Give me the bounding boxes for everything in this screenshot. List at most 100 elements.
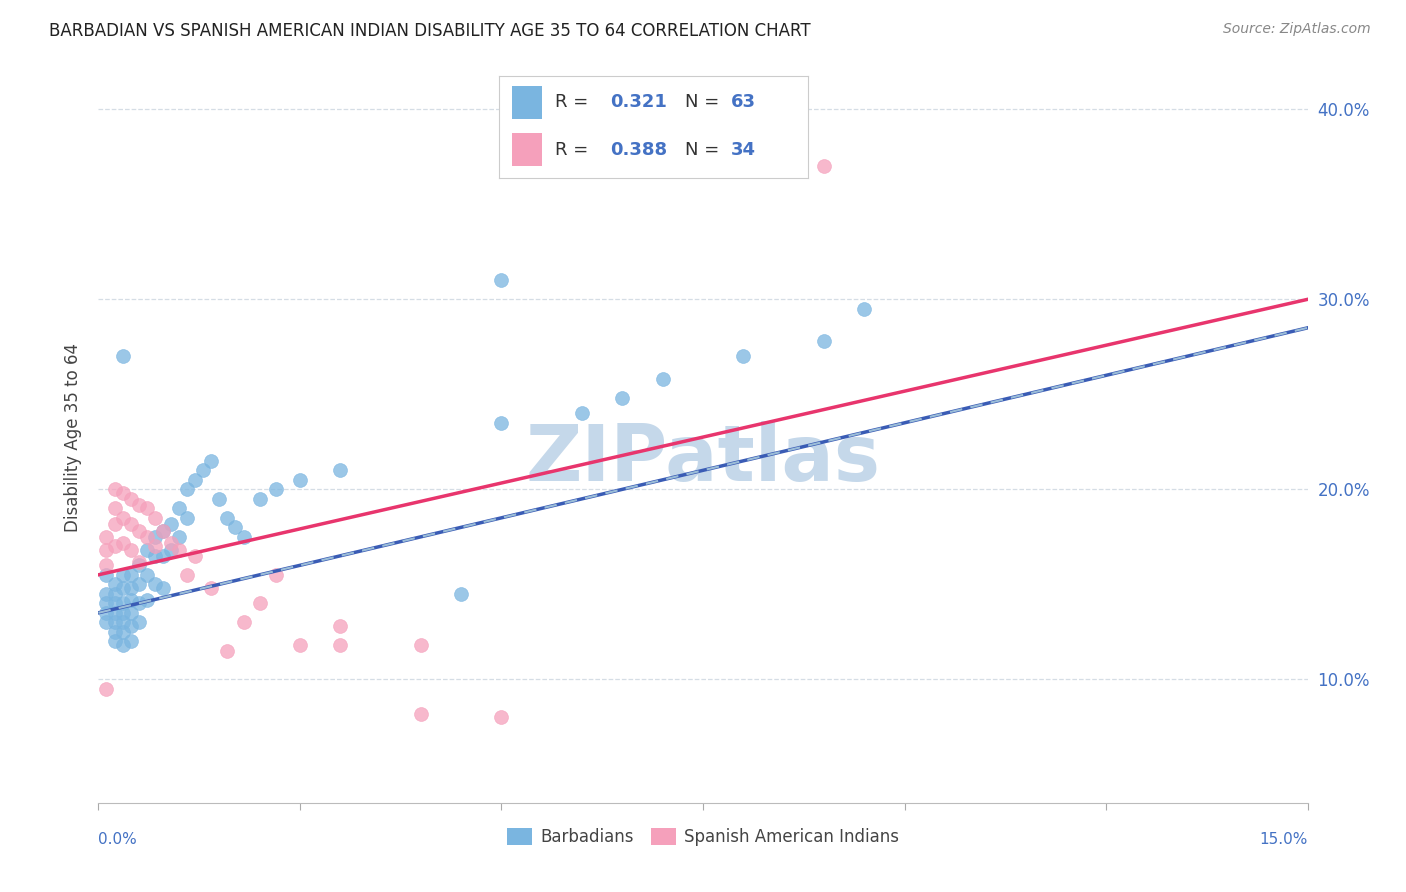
Point [143, 577, 166, 591]
Point [111, 606, 134, 620]
Point [128, 558, 150, 573]
Point [733, 349, 755, 363]
Point [853, 301, 876, 316]
Point [143, 549, 166, 563]
Point [111, 624, 134, 639]
Text: R =: R = [555, 94, 593, 112]
Point [409, 706, 432, 721]
Point [409, 638, 432, 652]
Point [103, 624, 125, 639]
Point [103, 516, 125, 531]
Point [176, 567, 198, 582]
Point [143, 530, 166, 544]
Legend: Barbadians, Spanish American Indians: Barbadians, Spanish American Indians [501, 822, 905, 853]
Point [264, 483, 287, 497]
Point [120, 581, 142, 595]
Text: N =: N = [685, 94, 724, 112]
Point [152, 549, 174, 563]
Point [120, 606, 142, 620]
Point [120, 567, 142, 582]
Point [167, 501, 190, 516]
Point [96, 587, 118, 601]
Point [96, 558, 118, 573]
Point [111, 615, 134, 630]
Point [329, 463, 352, 477]
Point [96, 567, 118, 582]
Point [329, 638, 352, 652]
Point [128, 596, 150, 610]
Point [103, 615, 125, 630]
Point [329, 619, 352, 633]
Point [96, 596, 118, 610]
Point [120, 516, 142, 531]
Text: 0.321: 0.321 [610, 94, 668, 112]
Point [232, 615, 254, 630]
Point [193, 463, 215, 477]
Point [111, 581, 134, 595]
Point [160, 543, 183, 558]
Text: 0.0%: 0.0% [98, 832, 138, 847]
FancyBboxPatch shape [512, 87, 543, 119]
Point [96, 681, 118, 696]
Point [135, 530, 157, 544]
Point [111, 535, 134, 549]
Point [111, 638, 134, 652]
Point [128, 577, 150, 591]
Text: Source: ZipAtlas.com: Source: ZipAtlas.com [1223, 22, 1371, 37]
Point [160, 516, 183, 531]
Point [103, 596, 125, 610]
Point [217, 644, 239, 658]
Point [288, 638, 311, 652]
Point [128, 524, 150, 538]
Point [103, 501, 125, 516]
Point [111, 511, 134, 525]
Point [224, 520, 246, 534]
Point [249, 596, 271, 610]
Point [813, 159, 835, 173]
Point [200, 454, 222, 468]
Point [128, 615, 150, 630]
Text: 15.0%: 15.0% [1260, 832, 1308, 847]
Point [184, 549, 207, 563]
Text: R =: R = [555, 141, 593, 159]
Point [120, 592, 142, 607]
Point [264, 567, 287, 582]
Point [184, 473, 207, 487]
Point [96, 615, 118, 630]
Point [651, 372, 673, 386]
Point [208, 491, 231, 506]
Point [103, 539, 125, 553]
Point [128, 498, 150, 512]
Point [103, 577, 125, 591]
Point [111, 486, 134, 500]
Point [612, 391, 634, 405]
Point [167, 530, 190, 544]
Point [120, 543, 142, 558]
Text: BARBADIAN VS SPANISH AMERICAN INDIAN DISABILITY AGE 35 TO 64 CORRELATION CHART: BARBADIAN VS SPANISH AMERICAN INDIAN DIS… [49, 22, 811, 40]
Text: ZIPatlas: ZIPatlas [526, 421, 880, 497]
Point [491, 416, 513, 430]
Point [103, 587, 125, 601]
Y-axis label: Disability Age 35 to 64: Disability Age 35 to 64 [63, 343, 82, 532]
Point [111, 596, 134, 610]
Point [135, 501, 157, 516]
Point [103, 606, 125, 620]
Point [152, 524, 174, 538]
Point [143, 511, 166, 525]
Text: N =: N = [685, 141, 724, 159]
Point [571, 406, 593, 420]
Point [491, 273, 513, 287]
Point [217, 511, 239, 525]
Point [288, 473, 311, 487]
Text: 63: 63 [731, 94, 756, 112]
Text: 0.388: 0.388 [610, 141, 668, 159]
Point [96, 543, 118, 558]
Point [813, 334, 835, 348]
Point [152, 581, 174, 595]
Point [96, 606, 118, 620]
Point [249, 491, 271, 506]
Point [103, 483, 125, 497]
Point [111, 349, 134, 363]
Point [232, 530, 254, 544]
FancyBboxPatch shape [512, 133, 543, 166]
